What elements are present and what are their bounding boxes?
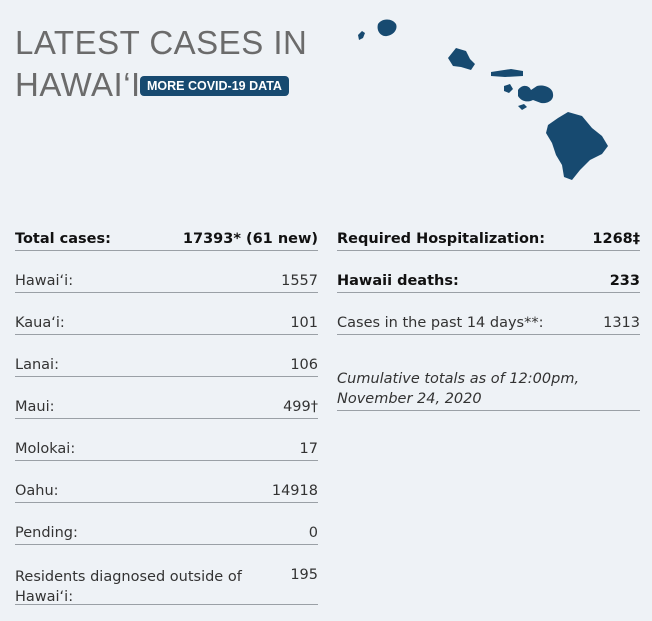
stat-value: 195 xyxy=(290,567,318,583)
stat-value: 233 xyxy=(609,273,640,289)
stat-value: 101 xyxy=(290,315,318,331)
stat-label: Kaua‘i: xyxy=(15,315,65,331)
stat-label: Required Hospitalization: xyxy=(337,231,546,247)
stat-row-hawaii: Hawai‘i: 1557 xyxy=(15,267,318,293)
stat-label: Cases in the past 14 days**: xyxy=(337,315,544,331)
kauai-island xyxy=(377,19,397,37)
title-line-1: LATEST CASES IN xyxy=(15,24,308,61)
stat-label: Hawaii deaths: xyxy=(337,273,459,289)
stat-label: Molokai: xyxy=(15,441,76,457)
stat-row-residents-outside: Residents diagnosed outside of Hawai‘i: … xyxy=(15,561,318,605)
title-line-2: HAWAI‘I xyxy=(15,66,141,103)
more-covid-data-button[interactable]: MORE COVID-19 DATA xyxy=(140,76,289,96)
stat-row-kauai: Kaua‘i: 101 xyxy=(15,309,318,335)
right-stats-column: Required Hospitalization: 1268‡ Hawaii d… xyxy=(337,225,640,411)
stat-value: 17 xyxy=(299,441,318,457)
stat-value: 14918 xyxy=(271,483,318,499)
stat-label: Oahu: xyxy=(15,483,59,499)
hawaii-islands-map-icon xyxy=(358,19,608,180)
lanai-island xyxy=(504,84,513,93)
left-stats-column: Total cases: 17393* (61 new) Hawai‘i: 15… xyxy=(15,225,318,621)
oahu-island xyxy=(448,48,475,70)
stat-label: Maui: xyxy=(15,399,55,415)
stat-row-total-cases: Total cases: 17393* (61 new) xyxy=(15,225,318,251)
stat-row-past-14-days: Cases in the past 14 days**: 1313 xyxy=(337,309,640,335)
stat-row-maui: Maui: 499† xyxy=(15,393,318,419)
stat-value: 1313 xyxy=(603,315,640,331)
stat-label: Total cases: xyxy=(15,231,111,247)
stat-row-molokai: Molokai: 17 xyxy=(15,435,318,461)
stat-label: Hawai‘i: xyxy=(15,273,74,289)
stat-label: Pending: xyxy=(15,525,78,541)
stat-value: 17393* (61 new) xyxy=(182,231,318,247)
stat-value: 106 xyxy=(290,357,318,373)
maui-island xyxy=(518,85,554,104)
stat-value: 499† xyxy=(283,399,318,415)
stat-row-deaths: Hawaii deaths: 233 xyxy=(337,267,640,293)
stat-label: Lanai: xyxy=(15,357,59,373)
big-island xyxy=(546,112,608,180)
stat-row-lanai: Lanai: 106 xyxy=(15,351,318,377)
niihau-island xyxy=(358,31,365,40)
stat-value: 0 xyxy=(308,525,318,541)
stat-row-oahu: Oahu: 14918 xyxy=(15,477,318,503)
molokai-island xyxy=(491,69,523,77)
page-title: LATEST CASES IN HAWAI‘I xyxy=(15,22,307,106)
stat-value: 1557 xyxy=(281,273,318,289)
stat-row-hospitalization: Required Hospitalization: 1268‡ xyxy=(337,225,640,251)
kahoolawe-island xyxy=(518,104,527,110)
stat-label: Residents diagnosed outside of Hawai‘i: xyxy=(15,569,242,605)
stat-row-pending: Pending: 0 xyxy=(15,519,318,545)
cumulative-totals-note: Cumulative totals as of 12:00pm, Novembe… xyxy=(337,367,640,411)
stat-value: 1268‡ xyxy=(592,231,640,247)
